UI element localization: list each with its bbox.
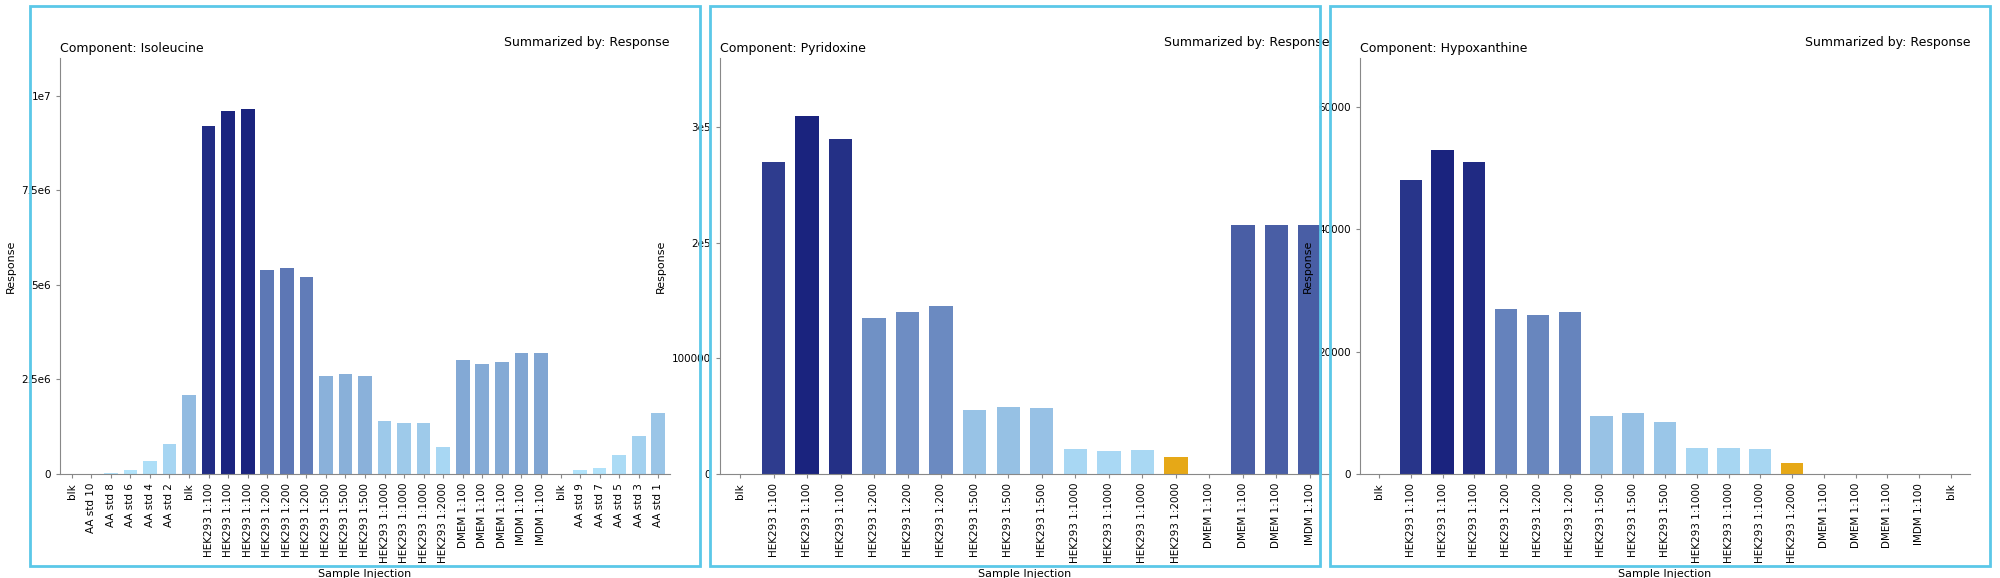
Bar bbox=[896, 312, 920, 474]
Bar bbox=[182, 395, 196, 474]
Bar bbox=[456, 361, 470, 474]
Bar bbox=[1098, 451, 1120, 474]
Bar bbox=[1654, 422, 1676, 474]
Bar bbox=[222, 111, 234, 474]
Bar bbox=[632, 436, 646, 474]
Bar bbox=[612, 455, 626, 474]
Bar bbox=[534, 353, 548, 474]
Bar bbox=[104, 473, 118, 474]
Bar bbox=[1264, 225, 1288, 474]
Bar bbox=[416, 423, 430, 474]
Y-axis label: Response: Response bbox=[1302, 239, 1312, 292]
Bar bbox=[338, 374, 352, 474]
Text: Component: Hypoxanthine: Component: Hypoxanthine bbox=[1360, 42, 1528, 55]
Bar bbox=[1686, 449, 1708, 474]
Bar bbox=[378, 421, 392, 474]
Text: Component: Isoleucine: Component: Isoleucine bbox=[60, 42, 204, 55]
Bar bbox=[202, 126, 216, 474]
X-axis label: Sample Injection: Sample Injection bbox=[1618, 569, 1712, 578]
Bar bbox=[1622, 413, 1644, 474]
Bar bbox=[762, 162, 786, 474]
Bar bbox=[1298, 225, 1322, 474]
Bar bbox=[1750, 450, 1772, 474]
Bar bbox=[260, 270, 274, 474]
Bar bbox=[996, 407, 1020, 474]
Bar bbox=[862, 318, 886, 474]
Bar bbox=[1164, 457, 1188, 474]
Bar bbox=[162, 444, 176, 474]
Bar bbox=[1496, 309, 1518, 474]
Bar bbox=[1232, 225, 1254, 474]
Text: Component: Pyridoxine: Component: Pyridoxine bbox=[720, 42, 866, 55]
Bar bbox=[240, 109, 254, 474]
Y-axis label: Response: Response bbox=[656, 239, 666, 292]
Text: Summarized by: Response: Summarized by: Response bbox=[1164, 36, 1330, 50]
Bar bbox=[514, 353, 528, 474]
Bar bbox=[1590, 416, 1612, 474]
Bar bbox=[1400, 180, 1422, 474]
Bar bbox=[652, 413, 666, 474]
Bar bbox=[796, 116, 818, 474]
Bar bbox=[592, 468, 606, 474]
X-axis label: Sample Injection: Sample Injection bbox=[978, 569, 1072, 578]
Bar bbox=[1130, 450, 1154, 474]
Bar bbox=[476, 364, 490, 474]
Bar bbox=[574, 470, 586, 474]
Bar bbox=[398, 423, 410, 474]
Bar bbox=[930, 306, 952, 474]
Text: Summarized by: Response: Summarized by: Response bbox=[1804, 36, 1970, 50]
Bar bbox=[1030, 408, 1054, 474]
Bar bbox=[358, 376, 372, 474]
Bar bbox=[1526, 315, 1550, 474]
Bar bbox=[962, 410, 986, 474]
Bar bbox=[1432, 150, 1454, 474]
X-axis label: Sample Injection: Sample Injection bbox=[318, 569, 412, 578]
Bar bbox=[496, 362, 508, 474]
Bar bbox=[320, 376, 332, 474]
Bar bbox=[436, 447, 450, 474]
Bar bbox=[144, 461, 156, 474]
Bar bbox=[1780, 463, 1804, 474]
Y-axis label: Response: Response bbox=[6, 239, 16, 292]
Text: Summarized by: Response: Summarized by: Response bbox=[504, 36, 670, 50]
Bar bbox=[1558, 312, 1580, 474]
Bar bbox=[828, 139, 852, 474]
Bar bbox=[124, 470, 138, 474]
Bar bbox=[280, 268, 294, 474]
Bar bbox=[1464, 162, 1486, 474]
Bar bbox=[300, 277, 314, 474]
Bar bbox=[1718, 449, 1740, 474]
Bar bbox=[1064, 449, 1088, 474]
